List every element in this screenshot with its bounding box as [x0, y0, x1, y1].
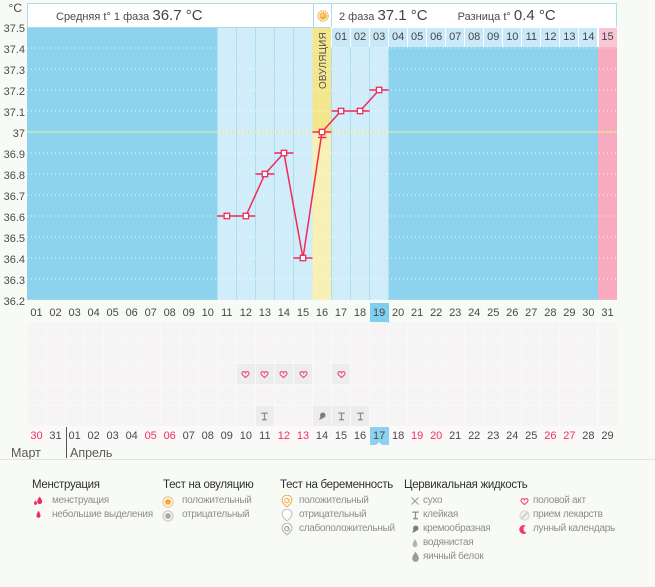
- svg-text:ОВУЛЯЦИЯ: ОВУЛЯЦИЯ: [318, 32, 329, 89]
